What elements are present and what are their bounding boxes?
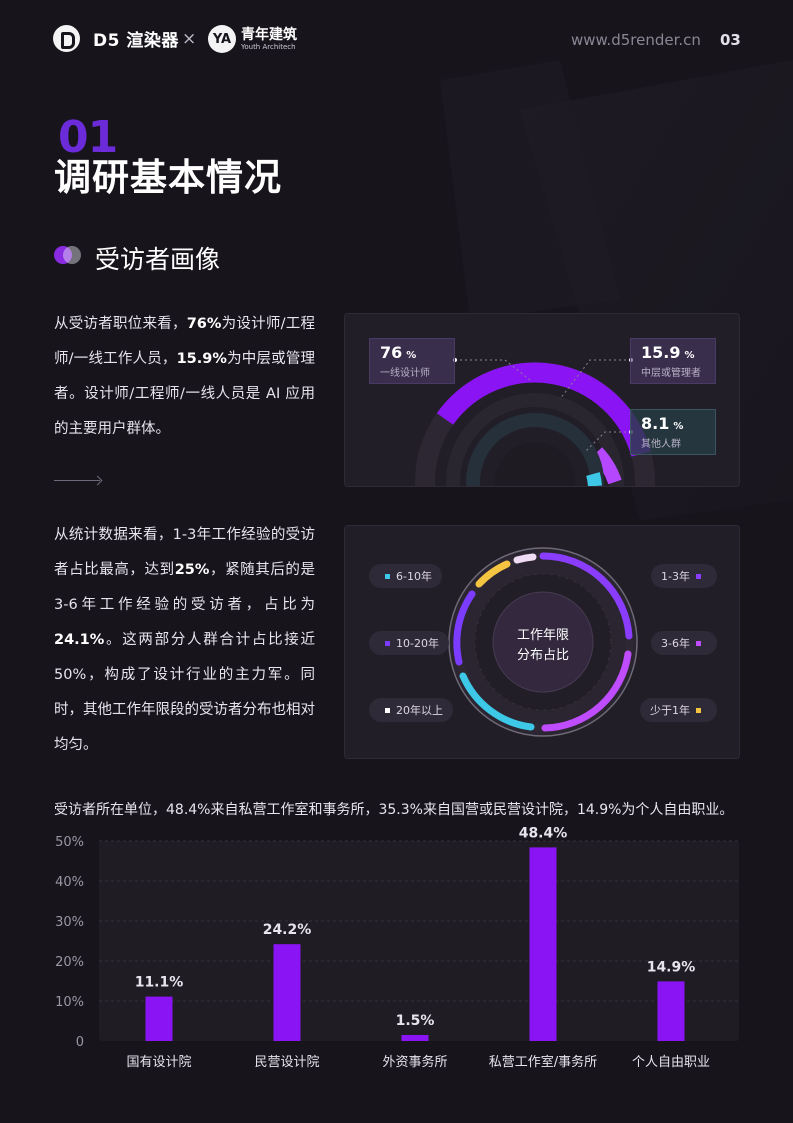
callout-value: 8.1 [641,414,670,433]
subtitle-dot-icon [54,246,72,264]
ring-segment-159 [591,447,622,485]
callout-unit: % [406,350,417,361]
youth-architect-logo: YA 青年建筑 Youth Architech [208,25,297,53]
segment-under-1 [475,560,511,588]
divider-arrow [54,480,100,481]
position-chart-card: 76% 一线设计师 15.9% 中层或管理者 8.1% 其他人群 [344,313,740,487]
callout-others: 8.1% 其他人群 [630,409,716,455]
d5-logo: D5 渲染器 [53,25,179,52]
tenure-chart-card: 工作年限 分布占比 6-10年 10-20年 20年以上 1-3年 3-6年 少… [344,525,740,759]
callout-label: 一线设计师 [380,368,430,379]
text-span: 为中层或管理者。设计师/工程师/一线人员是 AI 应用的主要用户群体。 [54,351,316,437]
d5-logo-text: D5 渲染器 [93,31,179,51]
ring-track-middle [446,393,624,486]
leader-line-81 [584,431,631,453]
highlight-241: 24.1% [54,632,105,648]
tenure-paragraph: 从统计数据来看，1-3年工作经验的受访者占比最高，达到25%，紧随其后的是3-6… [54,518,315,763]
callout-value: 15.9 [641,343,681,362]
page-header: D5 渲染器 × YA 青年建筑 Youth Architech www.d5r… [0,0,793,80]
tenure-center-label: 工作年限 分布占比 [493,626,593,666]
legend-3-6: 3-6年 [651,631,717,655]
ring-segment-76 [436,362,651,457]
ring-center [495,442,575,486]
section-title: 调研基本情况 [54,156,282,199]
highlight-25: 25% [174,562,210,578]
bar-chart-caption: 受访者所在单位，48.4%来自私营工作室和事务所，35.3%来自国营或民营设计院… [54,802,734,818]
text-span: 。这两部分人群合计占比接近50%，构成了设计行业的主力军。同时，其他工作年限段的… [54,632,315,753]
youth-architect-logo-cn: 青年建筑 [241,26,297,43]
youth-architect-logo-icon: YA [208,25,236,53]
subsection-title: 受访者画像 [95,245,221,274]
callout-unit: % [673,421,684,432]
callout-value: 76 [380,343,403,362]
callout-label: 其他人群 [641,439,681,450]
tenure-ring-chart [448,547,638,737]
text-span: 为设计师/工程师/一线工作人员， [54,316,316,367]
callout-label: 中层或管理者 [641,368,701,379]
website-url[interactable]: www.d5render.cn [571,31,701,49]
collab-x: × [182,29,197,49]
highlight-159: 15.9% [176,351,227,367]
highlight-76: 76% [186,316,222,332]
ring-segment-81 [586,472,602,486]
center-line-2: 分布占比 [516,648,569,663]
segment-20-plus [513,553,537,564]
page-number: 03 [720,31,741,49]
tenure-ring-center [492,591,594,693]
leader-line-76 [455,359,531,381]
position-ring-chart [415,358,655,486]
youth-architect-logo-en: Youth Architech [241,42,296,51]
text-span: 从受访者职位来看， [54,316,187,332]
legend-6-10: 6-10年 [369,564,442,588]
legend-1-3: 1-3年 [651,564,717,588]
segment-1-3 [539,552,633,640]
subtitle-dot-icon-overlay [63,246,81,264]
segment-10-20 [453,590,476,666]
text-span: ，紧随其后的是3-6年工作经验的受访者，占比为 [54,562,316,613]
text-span: 从统计数据来看，1-3年工作经验的受访者占比最高，达到 [54,527,315,578]
position-paragraph: 从受访者职位来看，76%为设计师/工程师/一线工作人员，15.9%为中层或管理者… [54,307,315,447]
d5-logo-icon [53,25,80,52]
callout-management: 15.9% 中层或管理者 [630,338,716,384]
legend-10-20: 10-20年 [369,631,449,655]
center-line-1: 工作年限 [516,628,569,643]
segment-3-6 [541,650,632,732]
callout-frontline: 76% 一线设计师 [369,338,455,384]
section-number: 01 [58,112,118,163]
leader-line-159 [559,359,631,400]
callout-unit: % [684,350,695,361]
legend-20-plus: 20年以上 [369,698,453,722]
legend-under-1: 少于1年 [640,698,717,722]
segment-6-10 [459,672,535,731]
